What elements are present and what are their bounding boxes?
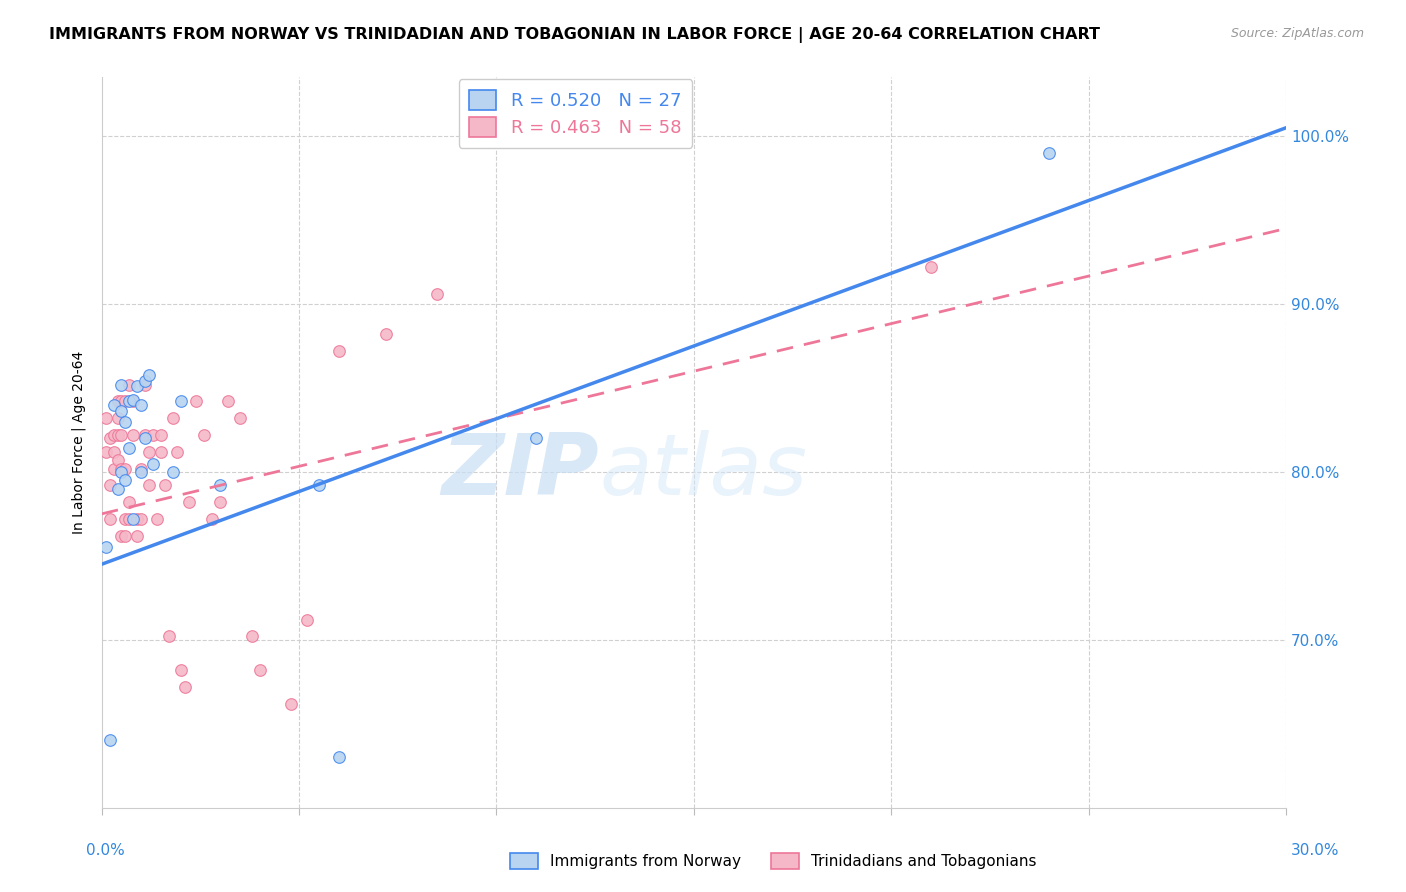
- Point: [1038, 145, 1060, 160]
- Point: [114, 461, 136, 475]
- Point: [103, 398, 125, 412]
- Point: [134, 431, 156, 445]
- Point: [149, 444, 172, 458]
- Point: [118, 394, 141, 409]
- Point: [127, 379, 149, 393]
- Point: [98, 431, 121, 445]
- Point: [229, 411, 252, 425]
- Point: [308, 478, 330, 492]
- Point: [173, 680, 195, 694]
- Point: [103, 461, 125, 475]
- Point: [217, 394, 239, 409]
- Point: [107, 453, 129, 467]
- Point: [920, 260, 942, 274]
- Point: [328, 344, 350, 359]
- Point: [295, 613, 318, 627]
- Point: [157, 629, 180, 643]
- Point: [166, 444, 188, 458]
- Point: [129, 398, 152, 412]
- Point: [122, 512, 145, 526]
- Point: [138, 444, 160, 458]
- Point: [209, 478, 232, 492]
- Text: 0.0%: 0.0%: [86, 843, 125, 858]
- Text: Source: ZipAtlas.com: Source: ZipAtlas.com: [1230, 27, 1364, 40]
- Point: [107, 411, 129, 425]
- Point: [524, 431, 547, 445]
- Point: [122, 394, 145, 409]
- Point: [129, 465, 152, 479]
- Text: ZIP: ZIP: [441, 430, 599, 513]
- Point: [162, 465, 184, 479]
- Point: [134, 428, 156, 442]
- Point: [169, 394, 191, 409]
- Text: 30.0%: 30.0%: [1291, 843, 1339, 858]
- Point: [114, 394, 136, 409]
- Point: [138, 368, 160, 382]
- Point: [114, 415, 136, 429]
- Point: [114, 473, 136, 487]
- Point: [98, 478, 121, 492]
- Point: [169, 663, 191, 677]
- Point: [107, 394, 129, 409]
- Point: [146, 512, 169, 526]
- Point: [110, 428, 132, 442]
- Point: [426, 287, 449, 301]
- Text: atlas: atlas: [599, 430, 807, 513]
- Point: [94, 541, 117, 555]
- Point: [134, 374, 156, 388]
- Point: [110, 394, 132, 409]
- Point: [127, 512, 149, 526]
- Point: [374, 327, 396, 342]
- Point: [127, 529, 149, 543]
- Point: [153, 478, 176, 492]
- Point: [94, 411, 117, 425]
- Point: [328, 750, 350, 764]
- Point: [134, 377, 156, 392]
- Point: [177, 495, 200, 509]
- Point: [122, 392, 145, 407]
- Point: [103, 428, 125, 442]
- Point: [142, 457, 165, 471]
- Legend: R = 0.520   N = 27, R = 0.463   N = 58: R = 0.520 N = 27, R = 0.463 N = 58: [458, 79, 692, 148]
- Point: [118, 495, 141, 509]
- Point: [240, 629, 263, 643]
- Point: [186, 394, 208, 409]
- Point: [249, 663, 271, 677]
- Point: [98, 733, 121, 747]
- Point: [149, 428, 172, 442]
- Point: [118, 377, 141, 392]
- Point: [103, 444, 125, 458]
- Point: [110, 404, 132, 418]
- Point: [122, 428, 145, 442]
- Legend: Immigrants from Norway, Trinidadians and Tobagonians: Immigrants from Norway, Trinidadians and…: [503, 847, 1043, 875]
- Point: [94, 444, 117, 458]
- Point: [280, 697, 302, 711]
- Point: [114, 529, 136, 543]
- Point: [162, 411, 184, 425]
- Text: IMMIGRANTS FROM NORWAY VS TRINIDADIAN AND TOBAGONIAN IN LABOR FORCE | AGE 20-64 : IMMIGRANTS FROM NORWAY VS TRINIDADIAN AN…: [49, 27, 1101, 43]
- Point: [98, 512, 121, 526]
- Point: [110, 465, 132, 479]
- Point: [118, 512, 141, 526]
- Point: [107, 428, 129, 442]
- Point: [118, 442, 141, 456]
- Point: [114, 512, 136, 526]
- Point: [110, 377, 132, 392]
- Point: [129, 512, 152, 526]
- Point: [142, 428, 165, 442]
- Point: [110, 529, 132, 543]
- Point: [193, 428, 215, 442]
- Y-axis label: In Labor Force | Age 20-64: In Labor Force | Age 20-64: [72, 351, 86, 534]
- Point: [129, 461, 152, 475]
- Point: [110, 461, 132, 475]
- Point: [107, 482, 129, 496]
- Point: [201, 512, 224, 526]
- Point: [138, 478, 160, 492]
- Point: [209, 495, 232, 509]
